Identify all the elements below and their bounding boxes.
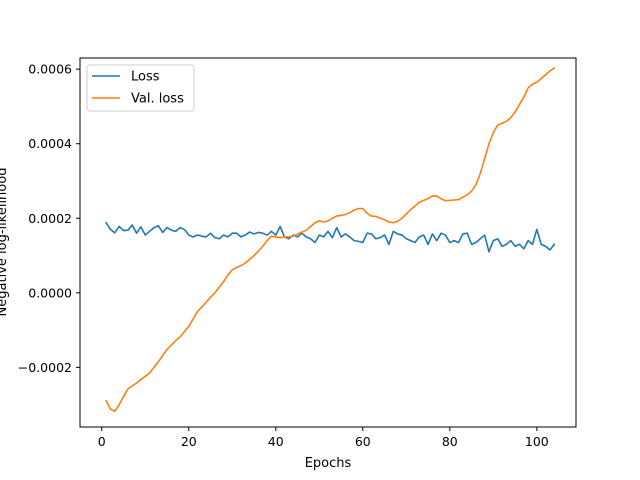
series-layer [105, 66, 556, 413]
y-tick-label: 0.0004 [28, 136, 72, 151]
y-tick-label: 0.0006 [28, 62, 72, 77]
x-tick-label: 80 [442, 434, 458, 449]
x-tick-label: 100 [525, 434, 549, 449]
y-axis-ticks: −0.0002 0.0000 0.0002 0.0004 0.0006 [18, 62, 80, 375]
y-axis-label: Negative log-likelihood [0, 168, 10, 317]
x-tick-label: 40 [268, 434, 284, 449]
series-line-loss [105, 221, 556, 253]
legend-label: Val. loss [131, 92, 184, 107]
y-tick-label: 0.0002 [28, 211, 72, 226]
y-tick-label: −0.0002 [18, 360, 72, 375]
x-tick-label: 20 [181, 434, 197, 449]
y-tick-label: 0.0000 [28, 285, 72, 300]
x-axis-ticks: 0 20 40 60 80 100 [98, 427, 549, 449]
legend-label: Loss [131, 70, 160, 85]
legend: Loss Val. loss [86, 64, 195, 112]
x-tick-label: 60 [355, 434, 371, 449]
x-axis-label: Epochs [305, 456, 352, 471]
series-line-val-loss [105, 66, 556, 413]
plot-area-frame [79, 57, 577, 428]
x-tick-label: 0 [98, 434, 106, 449]
